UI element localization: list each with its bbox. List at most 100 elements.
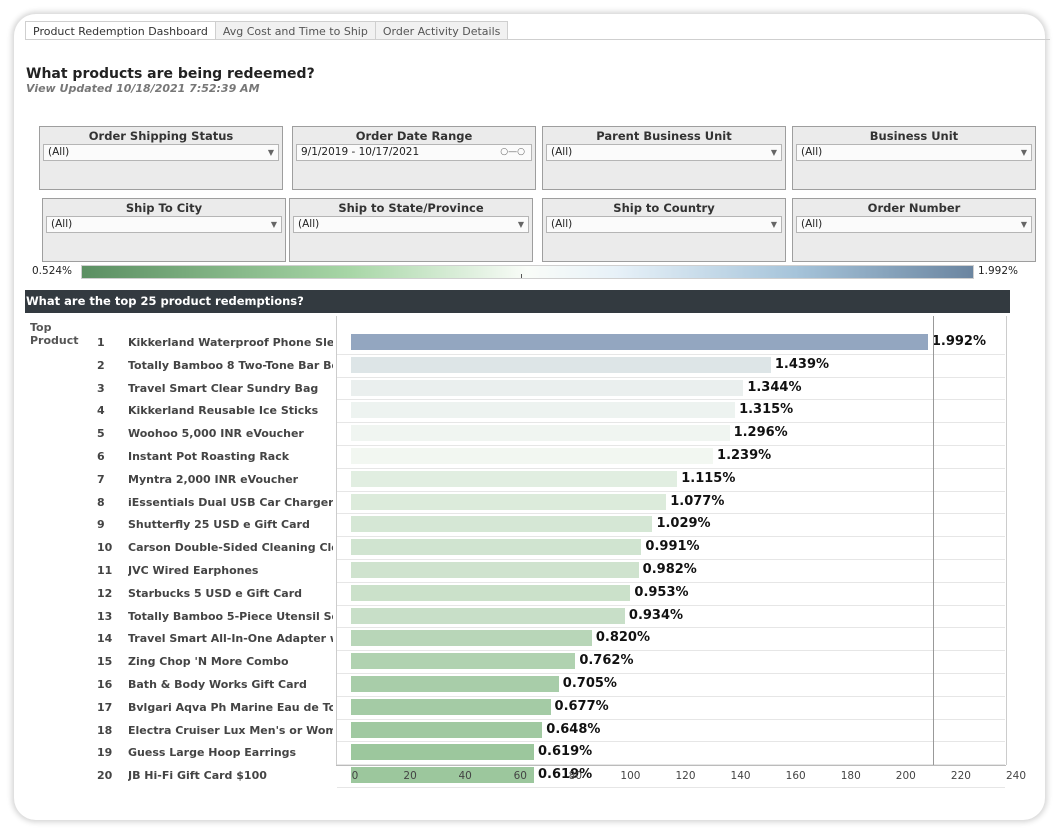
bar-value-label: 0.953% bbox=[634, 584, 689, 600]
order-number-select[interactable]: (All) ▼ bbox=[796, 216, 1032, 233]
bar-mark[interactable] bbox=[351, 356, 771, 373]
bar-mark[interactable] bbox=[351, 562, 639, 578]
tab-product-redemption-dashboard[interactable]: Product Redemption Dashboard bbox=[25, 21, 216, 40]
bar-value-label: 1.315% bbox=[739, 402, 794, 418]
filter-label: Business Unit bbox=[869, 129, 959, 143]
tab-divider bbox=[25, 39, 1050, 40]
filter-value: (All) bbox=[801, 218, 823, 230]
tab-order-activity-details[interactable]: Order Activity Details bbox=[374, 21, 509, 40]
bar-mark[interactable] bbox=[351, 402, 736, 419]
row-gridline bbox=[337, 627, 1005, 629]
rank-label: 9 bbox=[97, 518, 105, 532]
row-gridline bbox=[337, 559, 1005, 560]
bar-mark[interactable] bbox=[351, 653, 576, 670]
bar-mark[interactable] bbox=[351, 516, 653, 533]
bar-mark[interactable] bbox=[351, 379, 744, 396]
product-name-label[interactable]: Kikkerland Reusable Ice Sticks bbox=[128, 404, 319, 418]
rank-label: 17 bbox=[97, 700, 113, 714]
product-name-label[interactable]: JVC Wired Earphones bbox=[128, 564, 259, 577]
product-name-label[interactable]: Carson Double-Sided Cleaning Cloth bbox=[128, 541, 333, 555]
product-name-label[interactable]: Bath & Body Works Gift Card bbox=[128, 678, 307, 691]
product-name-label[interactable]: iEssentials Dual USB Car Charger bbox=[128, 495, 333, 509]
product-name-label[interactable]: Totally Bamboo 5-Piece Utensil Set bbox=[128, 609, 333, 623]
dropdown-arrow-icon[interactable]: ▼ bbox=[270, 220, 277, 229]
product-name-label[interactable]: Electra Cruiser Lux Men's or Wome.. bbox=[128, 723, 333, 737]
row-gridline bbox=[337, 718, 1005, 720]
page-title: What products are being redeemed? bbox=[26, 66, 315, 82]
bar-mark[interactable] bbox=[351, 493, 667, 510]
bar-value-label: 0.705% bbox=[562, 676, 617, 691]
rank-label: 7 bbox=[97, 472, 105, 486]
dropdown-arrow-icon[interactable]: ▼ bbox=[1020, 220, 1027, 229]
order-shipping-status-select[interactable]: (All) ▼ bbox=[43, 144, 279, 161]
bar-mark[interactable] bbox=[351, 698, 551, 715]
bar-mark[interactable] bbox=[351, 721, 543, 738]
view-updated-text: View Updated 10/18/2021 7:52:39 AM bbox=[26, 82, 260, 95]
range-slider-icon[interactable]: ○—○ bbox=[500, 147, 525, 157]
business-unit-select[interactable]: (All) ▼ bbox=[796, 144, 1032, 161]
bar-mark[interactable] bbox=[351, 470, 678, 487]
filter-ship-to-city: Ship To City (All) ▼ bbox=[42, 198, 286, 262]
filter-value: (All) bbox=[551, 218, 573, 230]
row-gridline bbox=[337, 650, 1005, 652]
row-gridline bbox=[337, 445, 1005, 446]
product-name-label[interactable]: Instant Pot Roasting Rack bbox=[128, 450, 290, 463]
filter-value: (All) bbox=[298, 218, 320, 230]
bar-mark[interactable] bbox=[351, 584, 631, 601]
x-tick-label: 80 bbox=[568, 770, 583, 782]
reference-line bbox=[933, 316, 935, 765]
product-name-label[interactable]: Guess Large Hoop Earrings bbox=[128, 746, 297, 760]
product-name-label[interactable]: Zing Chop 'N More Combo bbox=[128, 655, 289, 669]
bar-mark[interactable] bbox=[351, 767, 535, 784]
x-tick-label: 180 bbox=[840, 770, 861, 782]
bar-value-label: 0.677% bbox=[554, 698, 609, 714]
dropdown-arrow-icon[interactable]: ▼ bbox=[770, 148, 777, 157]
bar-mark[interactable] bbox=[351, 744, 535, 761]
filter-order-number: Order Number (All) ▼ bbox=[792, 198, 1036, 262]
rank-label: 15 bbox=[97, 655, 113, 669]
dropdown-arrow-icon[interactable]: ▼ bbox=[1020, 148, 1027, 157]
filter-value: (All) bbox=[48, 146, 70, 158]
dropdown-arrow-icon[interactable]: ▼ bbox=[770, 220, 777, 229]
bar-mark[interactable] bbox=[351, 539, 642, 556]
product-name-label[interactable]: Travel Smart All-In-One Adapter w.. bbox=[128, 632, 333, 646]
x-tick-label: 40 bbox=[458, 770, 472, 782]
bar-mark[interactable] bbox=[351, 676, 559, 692]
product-name-label[interactable]: Starbucks 5 USD e Gift Card bbox=[128, 586, 303, 600]
rank-label: 3 bbox=[97, 381, 105, 395]
product-name-label[interactable]: Kikkerland Waterproof Phone Slee.. bbox=[128, 336, 333, 349]
product-name-label[interactable]: Travel Smart Clear Sundry Bag bbox=[128, 381, 319, 395]
parent-business-unit-select[interactable]: (All) ▼ bbox=[546, 144, 782, 161]
bar-mark[interactable] bbox=[351, 607, 625, 624]
row-gridline bbox=[337, 581, 1005, 583]
bar-mark[interactable] bbox=[351, 334, 928, 350]
dropdown-arrow-icon[interactable]: ▼ bbox=[517, 220, 524, 229]
filter-ship-to-country: Ship to Country (All) ▼ bbox=[542, 198, 786, 262]
x-tick-label: 100 bbox=[620, 770, 641, 782]
product-name-label[interactable]: JB Hi-Fi Gift Card $100 bbox=[128, 769, 267, 783]
rank-label: 5 bbox=[97, 427, 105, 441]
row-header-top-product: Top Product bbox=[30, 321, 79, 347]
product-name-label[interactable]: Totally Bamboo 8 Two-Tone Bar Bo.. bbox=[128, 358, 333, 372]
ship-to-state-province-select[interactable]: (All) ▼ bbox=[293, 216, 529, 233]
ship-to-country-select[interactable]: (All) ▼ bbox=[546, 216, 782, 233]
legend-max-label: 1.992% bbox=[977, 265, 1018, 277]
row-gridline bbox=[337, 695, 1005, 697]
dropdown-arrow-icon[interactable]: ▼ bbox=[267, 148, 274, 157]
x-tick-label: 0 bbox=[351, 770, 359, 782]
rank-label: 19 bbox=[97, 746, 113, 760]
rank-label: 12 bbox=[97, 586, 113, 600]
bar-mark[interactable] bbox=[351, 425, 730, 442]
x-tick-label: 220 bbox=[950, 770, 971, 782]
tab-avg-cost-and-time-to-ship[interactable]: Avg Cost and Time to Ship bbox=[214, 21, 376, 40]
order-date-range-input[interactable]: 9/1/2019 - 10/17/2021 ○—○ bbox=[296, 144, 532, 161]
product-name-label[interactable]: Myntra 2,000 INR eVoucher bbox=[128, 472, 299, 486]
product-name-label[interactable]: Woohoo 5,000 INR eVoucher bbox=[128, 427, 304, 441]
bar-mark[interactable] bbox=[351, 630, 592, 647]
bar-mark[interactable] bbox=[351, 448, 714, 464]
product-name-label[interactable]: Shutterfly 25 USD e Gift Card bbox=[128, 518, 310, 532]
rank-label: 13 bbox=[97, 609, 113, 623]
x-tick-label: 140 bbox=[730, 770, 751, 782]
product-name-label[interactable]: Bvlgari Aqva Ph Marine Eau de Toil.. bbox=[128, 700, 333, 714]
ship-to-city-select[interactable]: (All) ▼ bbox=[46, 216, 282, 233]
